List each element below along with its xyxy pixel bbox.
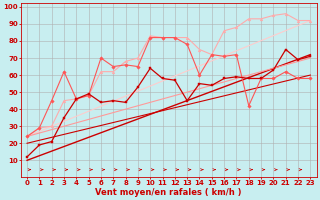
X-axis label: Vent moyen/en rafales ( km/h ): Vent moyen/en rafales ( km/h ) <box>95 188 242 197</box>
